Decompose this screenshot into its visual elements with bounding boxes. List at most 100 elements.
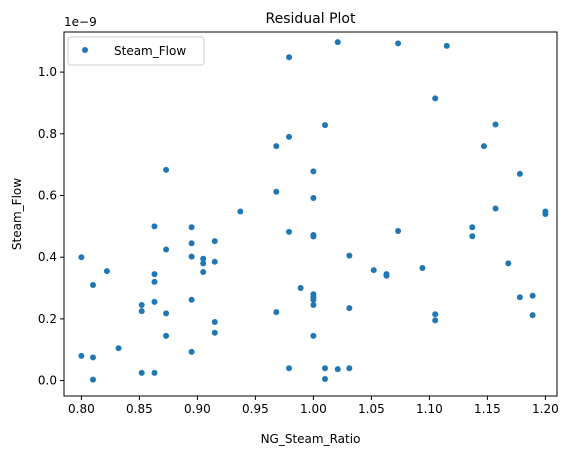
data-point — [529, 292, 536, 299]
x-tick-label: 1.10 — [416, 402, 443, 416]
data-point — [273, 188, 280, 195]
data-point — [200, 260, 207, 267]
data-point — [163, 332, 170, 339]
y-tick-label: 0.0 — [38, 374, 57, 388]
x-tick-label: 1.20 — [532, 402, 559, 416]
data-point — [188, 348, 195, 355]
data-point — [188, 240, 195, 247]
data-point — [286, 365, 293, 372]
data-point — [516, 294, 523, 301]
data-point — [310, 168, 317, 175]
data-point — [310, 332, 317, 339]
data-point — [90, 281, 96, 288]
data-point — [286, 54, 293, 61]
data-point — [163, 166, 170, 173]
data-point — [469, 224, 476, 231]
data-point — [200, 255, 207, 262]
data-point — [286, 133, 293, 140]
chart-title: Residual Plot — [266, 11, 356, 27]
legend-marker — [82, 47, 88, 53]
y-axis-offset-label: 1e−9 — [64, 15, 97, 29]
data-point — [115, 345, 122, 352]
data-point — [237, 208, 244, 215]
data-point — [395, 227, 402, 234]
y-tick-label: 0.8 — [38, 127, 57, 141]
data-point — [346, 252, 353, 259]
data-point — [151, 271, 158, 278]
data-point — [273, 143, 280, 150]
x-tick-label: 0.90 — [184, 402, 211, 416]
x-tick-label: 0.95 — [242, 402, 269, 416]
data-point — [334, 366, 341, 373]
legend: Steam_Flow — [67, 36, 205, 66]
data-point — [151, 369, 158, 376]
data-point — [138, 302, 145, 308]
y-tick-label: 1.0 — [38, 65, 57, 79]
y-axis-label: Steam_Flow — [10, 178, 24, 250]
y-tick-label: 0.6 — [38, 188, 57, 202]
data-point — [90, 354, 96, 361]
data-point — [151, 298, 158, 305]
data-point — [273, 309, 280, 316]
data-point — [200, 268, 207, 275]
data-point — [334, 39, 341, 46]
data-point — [310, 296, 317, 303]
data-point — [78, 254, 85, 261]
plot-frame — [63, 31, 558, 397]
data-point — [516, 170, 523, 177]
data-point — [480, 143, 487, 150]
data-point — [542, 211, 549, 217]
x-tick-label: 0.80 — [68, 402, 95, 416]
y-axis-ticks: 0.0 0.2 0.4 0.6 0.8 1.0 — [38, 65, 64, 388]
x-axis-ticks: 0.80 0.85 0.90 0.95 1.00 1.05 1.10 1.15 1.20 — [68, 396, 559, 416]
data-point — [90, 376, 96, 383]
data-point — [383, 272, 390, 279]
data-point — [370, 267, 377, 274]
data-point — [322, 365, 328, 372]
x-tick-label: 1.15 — [474, 402, 501, 416]
data-point — [138, 308, 145, 315]
y-tick-label: 0.2 — [38, 312, 57, 326]
data-point — [432, 311, 439, 318]
y-tick-label: 0.4 — [38, 250, 57, 264]
data-point — [505, 260, 512, 267]
data-point — [188, 296, 195, 303]
data-point — [346, 365, 353, 372]
data-point — [492, 205, 499, 212]
data-point — [297, 285, 304, 292]
data-point — [211, 318, 218, 325]
legend-label: Steam_Flow — [114, 44, 186, 58]
data-point — [211, 258, 218, 265]
data-point — [469, 233, 476, 240]
data-point — [211, 329, 218, 336]
data-point — [163, 246, 170, 253]
data-point — [163, 310, 170, 317]
data-point — [310, 302, 317, 308]
legend-box — [67, 36, 205, 66]
data-point — [322, 376, 328, 383]
data-point — [432, 95, 439, 102]
data-point — [188, 253, 195, 260]
data-point — [188, 224, 195, 231]
data-point — [432, 317, 439, 324]
data-point — [138, 369, 145, 376]
data-point — [346, 305, 353, 312]
x-tick-label: 1.05 — [358, 402, 385, 416]
x-tick-label: 1.00 — [300, 402, 327, 416]
data-point — [310, 194, 317, 201]
data-point — [211, 238, 218, 245]
x-axis-label: NG_Steam_Ratio — [261, 432, 361, 446]
data-points — [78, 39, 549, 383]
data-point — [443, 42, 450, 49]
data-point — [419, 264, 426, 271]
data-point — [492, 121, 499, 128]
data-point — [151, 278, 158, 285]
data-point — [286, 228, 293, 235]
data-point — [395, 40, 402, 47]
x-tick-label: 0.85 — [126, 402, 153, 416]
plot-area — [64, 32, 557, 396]
data-point — [322, 122, 328, 129]
data-point — [103, 268, 110, 275]
data-point — [310, 233, 317, 240]
